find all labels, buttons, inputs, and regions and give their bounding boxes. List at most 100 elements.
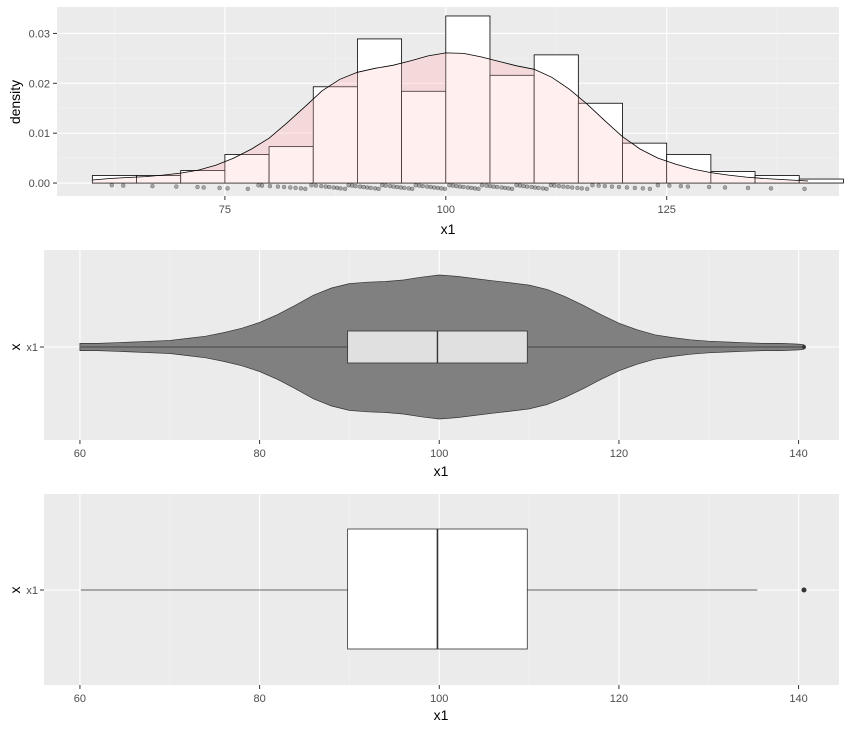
violin-y-axis-title: x (7, 344, 23, 351)
histogram-x-axis-title: x1 (441, 221, 456, 237)
rug-point (624, 185, 630, 190)
rug-point (465, 185, 471, 190)
rug-point (561, 184, 566, 189)
rug-point (376, 186, 381, 192)
rug-point (552, 183, 557, 188)
rug-point (217, 185, 222, 191)
rug-point (632, 185, 638, 191)
rug-point (647, 186, 653, 192)
x-tick-label: 120 (610, 693, 628, 705)
rug-point (517, 183, 523, 188)
rug-point (361, 184, 366, 190)
rug-point (150, 183, 155, 189)
x-tick-label: 60 (74, 693, 86, 705)
rug-point (402, 185, 407, 191)
y-tick-label: 0.01 (29, 128, 50, 140)
rug-point (768, 186, 774, 191)
boxplot-chart: 60 80 100 120 140 x1 x1 x (7, 494, 839, 723)
x-tick-label: 80 (253, 448, 265, 460)
histogram-bar (401, 90, 447, 184)
violin-category-label: x1 (26, 342, 38, 354)
rug-point (722, 185, 728, 190)
rug-point (609, 184, 615, 189)
rug-point (487, 183, 493, 189)
rug-point (502, 185, 508, 191)
rug-point (398, 185, 403, 190)
rug-point (544, 186, 549, 192)
rug-point (424, 184, 430, 189)
rug-point (450, 183, 456, 188)
rug-point (499, 185, 504, 190)
rug-point (524, 184, 530, 189)
rug-point (556, 183, 562, 189)
x-tick-label: 125 (658, 204, 676, 216)
rug-point (326, 184, 332, 190)
rug-point (195, 184, 200, 190)
rug-point (678, 183, 684, 189)
violin-inner-box-layer (80, 330, 806, 364)
density-area-overlay (92, 52, 809, 184)
rug-point (802, 186, 807, 192)
rug-point (472, 186, 478, 191)
boxplot-x-axis-title: x1 (434, 707, 449, 723)
rug-point (413, 182, 418, 188)
x-tick-label: 120 (610, 448, 628, 460)
rug-point (338, 186, 343, 191)
rug-point (420, 183, 426, 189)
rug-point (309, 182, 314, 188)
x-tick-label: 100 (430, 693, 448, 705)
rug-point (442, 186, 448, 192)
rug-point (640, 186, 646, 191)
rug-point (109, 182, 115, 188)
violin-chart: 60 80 100 120 140 x1 x1 x (7, 250, 839, 479)
rug-point (368, 185, 373, 191)
rug-point (298, 186, 304, 191)
rug-point (334, 185, 340, 191)
rug-point (532, 185, 538, 190)
rug-point (548, 182, 554, 188)
rug-point (267, 183, 273, 189)
rug-point (494, 184, 500, 190)
rug-point (372, 186, 378, 191)
rug-point (491, 184, 496, 189)
rug-point (293, 185, 298, 191)
rug-point (584, 186, 590, 192)
rug-point (569, 185, 575, 190)
rug-point (174, 184, 179, 189)
y-tick-label: 0.00 (29, 178, 50, 190)
rug-point (521, 183, 526, 189)
rug-point (364, 185, 370, 190)
rug-point (616, 184, 622, 190)
rug-point (121, 183, 126, 188)
outlier-point (801, 587, 807, 593)
rug-point (428, 184, 434, 190)
rug-point (432, 185, 437, 190)
rug-points-layer (109, 182, 807, 192)
rug-point (256, 182, 261, 188)
rug-point (590, 182, 595, 188)
density-curve-layer (92, 52, 809, 182)
rug-point (353, 183, 358, 189)
rug-point (579, 186, 585, 191)
rug-point (349, 183, 355, 188)
rug-point (245, 186, 251, 192)
rug-point (409, 186, 415, 192)
histogram-density-chart: 75 100 125 0.00 0.01 0.02 0.03 x1 density (7, 7, 844, 237)
histogram-y-axis-title: density (7, 80, 23, 124)
histogram-bar (224, 154, 270, 184)
rug-point (655, 182, 661, 188)
rug-point (667, 183, 672, 188)
x-tick-label: 140 (789, 448, 807, 460)
rug-point (469, 185, 474, 191)
boxplot-category-label: x1 (26, 585, 38, 597)
rug-point (575, 185, 580, 191)
rug-point (379, 182, 385, 188)
rug-point (342, 186, 348, 192)
rug-point (417, 183, 422, 188)
rug-point (288, 185, 293, 190)
rug-point (201, 185, 206, 190)
rug-point (596, 183, 601, 188)
y-tick-label: 0.03 (29, 28, 50, 40)
rug-point (383, 183, 388, 188)
